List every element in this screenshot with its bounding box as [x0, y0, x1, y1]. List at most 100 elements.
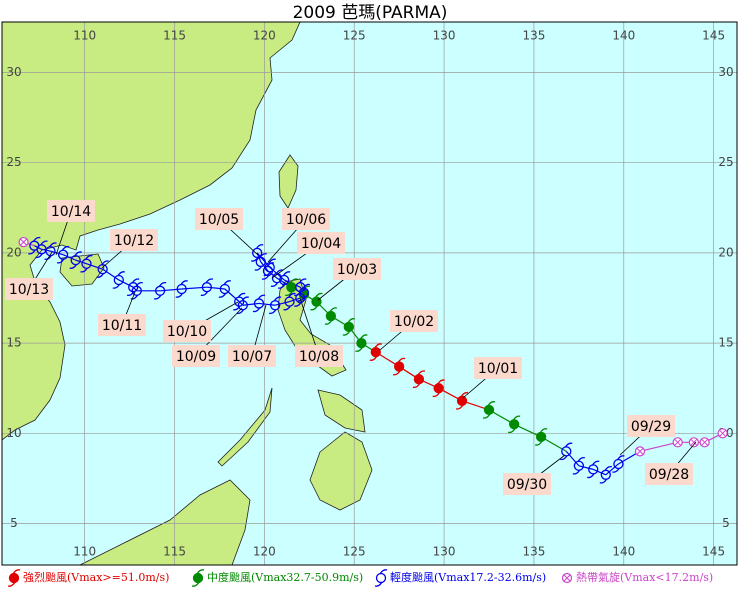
depression-cross — [701, 438, 709, 446]
y-tick-label: 15 — [718, 336, 733, 350]
typhoon-mark — [325, 310, 337, 322]
date-label: 10/13 — [9, 282, 49, 298]
typhoon-mark — [176, 283, 187, 295]
label-box — [390, 310, 438, 332]
typhoon-mark — [394, 361, 405, 372]
date-label: 10/09 — [176, 349, 216, 365]
typhoon-mark — [600, 469, 611, 480]
x-tick-label: 140 — [612, 29, 635, 43]
typhoon-mark — [154, 285, 166, 296]
typhoon-mark — [270, 300, 281, 311]
typhoon-mark — [343, 321, 354, 333]
track-segment — [258, 302, 276, 306]
typhoon-mark — [298, 287, 310, 298]
label-box — [228, 345, 276, 367]
label-box — [5, 278, 53, 300]
track-segment — [592, 468, 607, 476]
typhoon-mark — [255, 256, 266, 268]
x-tick-label: 130 — [433, 545, 456, 559]
typhoon-mark — [81, 258, 92, 269]
track-segment — [75, 259, 87, 265]
track-segment — [160, 288, 182, 292]
typhoon-mark — [237, 300, 248, 311]
date-label: 10/07 — [232, 349, 272, 365]
track-segment — [242, 302, 260, 306]
x-tick-label: 110 — [73, 545, 96, 559]
label-box — [297, 232, 345, 254]
date-label: 09/28 — [649, 467, 689, 483]
track-segment — [62, 254, 76, 261]
typhoon-mark — [29, 240, 40, 251]
depression-cross — [563, 574, 571, 582]
depression-cross — [636, 447, 644, 455]
typhoon-mark — [613, 458, 624, 470]
typhoon-mark — [370, 346, 381, 358]
track-segment — [86, 263, 103, 270]
y-tick-label: 15 — [6, 336, 21, 350]
typhoon-mark — [219, 283, 230, 295]
x-tick-label: 125 — [343, 545, 366, 559]
date-label: 10/11 — [102, 318, 142, 334]
date-label: 10/10 — [167, 324, 207, 340]
label-box — [333, 258, 381, 280]
legend-label: 輕度颱風(Vmax17.2-32.6m/s) — [390, 570, 546, 584]
track-segment — [289, 297, 301, 303]
depression-cross — [674, 438, 682, 446]
date-label: 09/30 — [507, 477, 547, 493]
typhoon-mark — [131, 285, 142, 296]
date-label: 10/02 — [394, 314, 434, 330]
typhoon-mark — [573, 460, 585, 471]
x-tick-label: 135 — [522, 29, 545, 43]
y-tick-label: 20 — [718, 245, 733, 259]
label-box — [295, 345, 343, 367]
label-box — [195, 208, 243, 230]
label-box — [474, 357, 522, 379]
typhoon-mark — [128, 282, 139, 293]
y-tick-label: 20 — [6, 245, 21, 259]
x-tick-label: 125 — [343, 29, 366, 43]
land — [1, 21, 373, 566]
map-title: 2009 芭瑪(PARMA) — [293, 3, 448, 23]
x-tick-label: 130 — [433, 29, 456, 43]
date-label: 10/05 — [199, 212, 239, 228]
typhoon-mark — [433, 383, 444, 394]
x-tick-label: 115 — [163, 545, 186, 559]
typhoon-mark — [356, 337, 367, 349]
typhoon-mark — [561, 446, 572, 457]
typhoon-mark — [8, 572, 20, 584]
label-box — [163, 320, 211, 342]
date-label: 09/29 — [631, 419, 671, 435]
typhoon-mark — [113, 274, 124, 286]
y-tick-label: 25 — [6, 155, 21, 169]
y-tick-label: 5 — [722, 516, 730, 530]
x-tick-label: 140 — [612, 545, 635, 559]
date-label: 10/04 — [301, 236, 341, 252]
depression-cross — [690, 438, 698, 446]
x-tick-label: 120 — [253, 29, 276, 43]
x-tick-label: 135 — [522, 545, 545, 559]
date-label: 10/08 — [299, 349, 339, 365]
label-box — [282, 208, 330, 230]
track-segment — [118, 279, 134, 288]
typhoon-mark — [588, 464, 599, 475]
x-tick-label: 120 — [253, 545, 276, 559]
typhoon-mark — [509, 419, 520, 430]
typhoon-mark — [201, 282, 213, 293]
map-frame — [1, 21, 738, 566]
label-box — [627, 415, 675, 437]
typhoon-mark — [192, 572, 204, 584]
label-box — [503, 473, 551, 495]
typhoon-mark — [535, 431, 547, 443]
typhoon-mark — [483, 404, 495, 416]
label-box — [645, 463, 693, 485]
typhoon-mark — [375, 572, 387, 584]
track-segment — [578, 465, 594, 470]
date-label: 10/12 — [114, 233, 154, 249]
date-label: 10/01 — [478, 361, 518, 377]
typhoon-mark — [57, 249, 69, 260]
track-segment — [224, 288, 240, 303]
typhoon-mark — [70, 254, 81, 266]
typhoon-mark — [456, 395, 468, 406]
typhoon-mark — [253, 298, 265, 309]
